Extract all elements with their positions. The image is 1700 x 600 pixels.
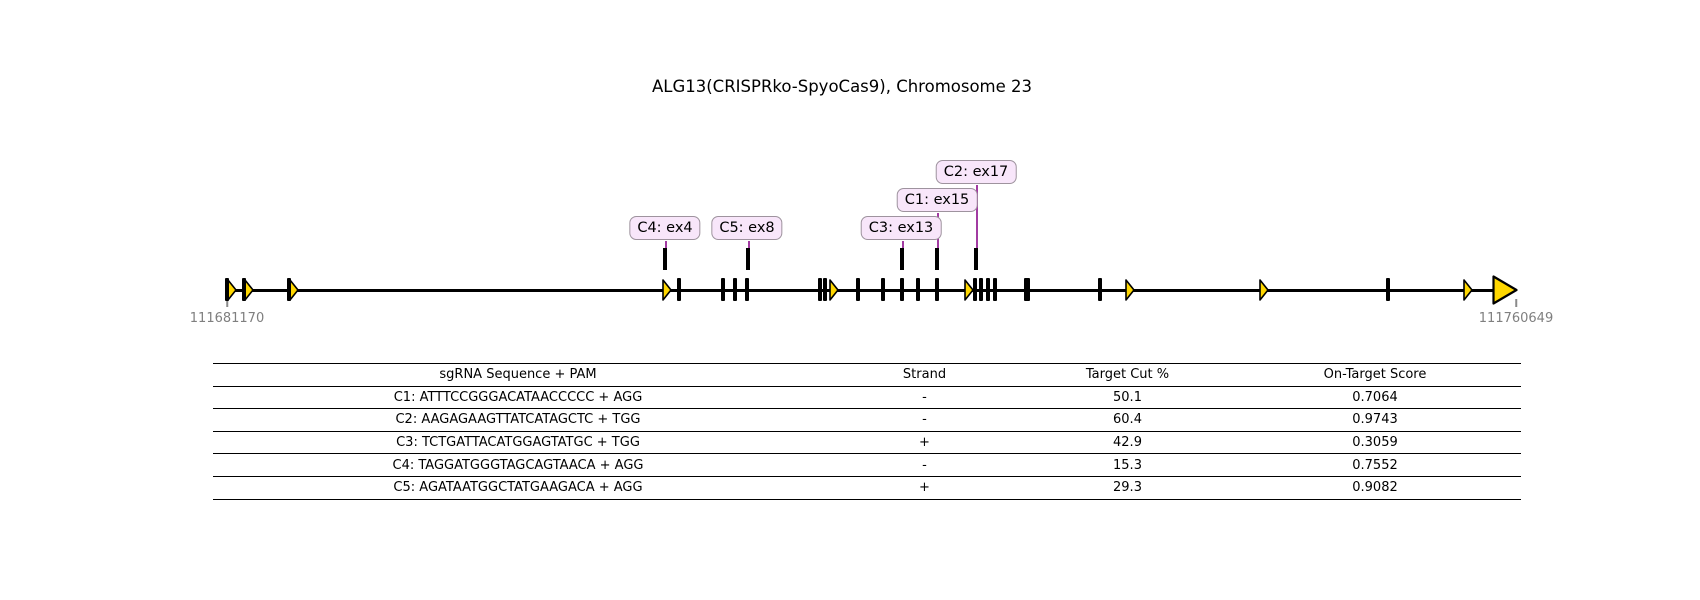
cell-target-cut: 50.1 [1026,385,1229,410]
cell-strand: - [823,408,1026,432]
start-axis-tick [226,299,228,307]
cut-site-tick-c1 [935,248,939,270]
cell-strand: - [823,453,1026,477]
exon-mark [823,278,827,301]
coord-start-label: 111681170 [189,311,265,326]
exon-mark [973,278,977,301]
table-row: C5: AGATAATGGCTATGAAGACA + AGG +29.3 0.908… [213,475,1521,500]
exon-mark [979,278,983,301]
cell-on-target-score: 0.9743 [1229,408,1521,432]
cell-sgrna-sequence: C5: AGATAATGGCTATGAAGACA + AGG [213,475,823,500]
sgrna-table-body: C1: ATTTCCGGGACATAACCCCC + AGG -50.1 0.706… [213,385,1521,500]
direction-arrow-icon [1124,279,1135,301]
exon-mark [1386,278,1390,301]
cell-strand: + [823,475,1026,500]
leader-line-c5 [748,241,750,248]
direction-arrow-icon [963,279,974,301]
leader-line-c3 [902,241,904,248]
guide-label-c5: C5: ex8 [711,216,783,240]
table-header-row: sgRNA Sequence + PAM Strand Target Cut %… [213,363,1521,387]
exon-mark [993,278,997,301]
cell-on-target-score: 0.9082 [1229,475,1521,500]
cell-on-target-score: 0.3059 [1229,430,1521,455]
sgrna-table: sgRNA Sequence + PAM Strand Target Cut %… [213,363,1521,500]
exon-mark [1098,278,1102,301]
exon-mark [733,278,737,301]
coord-end-label: 111760649 [1478,311,1554,326]
exon-mark [986,278,990,301]
cell-sgrna-sequence: C2: AAGAGAAGTTATCATAGCTC + TGG [213,408,823,432]
cell-target-cut: 60.4 [1026,408,1229,432]
exon-mark [242,278,246,301]
header-on-target-score: On-Target Score [1229,363,1521,387]
exon-mark [935,278,939,301]
exon-mark [856,278,860,301]
leader-line-c4 [665,241,667,248]
transcript-end-arrow-icon [1492,275,1518,305]
table-row: C4: TAGGATGGGTAGCAGTAACA + AGG -15.3 0.755… [213,453,1521,477]
exon-mark [225,278,229,301]
cut-site-tick-c2 [974,248,978,270]
leader-line-c2 [976,185,978,248]
cell-sgrna-sequence: C1: ATTTCCGGGACATAACCCCC + AGG [213,385,823,410]
exon-mark [881,278,885,301]
guide-label-c4: C4: ex4 [629,216,701,240]
exon-mark [1023,278,1031,301]
cut-site-tick-c4 [663,248,667,270]
direction-arrow-icon [1462,279,1473,301]
cell-target-cut: 29.3 [1026,475,1229,500]
exon-mark [287,278,291,301]
exon-mark [745,278,749,301]
table-row: C3: TCTGATTACATGGAGTATGC + TGG +42.9 0.305… [213,430,1521,455]
exon-mark [916,278,920,301]
cell-on-target-score: 0.7552 [1229,453,1521,477]
direction-arrow-icon [828,279,839,301]
guide-label-c3: C3: ex13 [860,216,942,240]
figure-title: ALG13(CRISPRko-SpyoCas9), Chromosome 23 [651,77,1033,96]
cut-site-tick-c3 [900,248,904,270]
cut-site-tick-c5 [746,248,750,270]
table-row: C1: ATTTCCGGGACATAACCCCC + AGG -50.1 0.706… [213,385,1521,410]
cell-target-cut: 15.3 [1026,453,1229,477]
exon-mark [818,278,822,301]
table-row: C2: AAGAGAAGTTATCATAGCTC + TGG -60.4 0.974… [213,408,1521,432]
exon-mark [721,278,725,301]
header-strand: Strand [823,363,1026,387]
exon-mark [900,278,904,301]
guide-label-c2: C2: ex17 [935,160,1017,184]
gene-line [227,288,1505,292]
cell-on-target-score: 0.7064 [1229,385,1521,410]
header-sgrna-sequence: sgRNA Sequence + PAM [213,363,823,387]
cell-sgrna-sequence: C4: TAGGATGGGTAGCAGTAACA + AGG [213,453,823,477]
cell-strand: + [823,430,1026,455]
exon-mark [677,278,681,301]
cell-strand: - [823,385,1026,410]
cell-sgrna-sequence: C3: TCTGATTACATGGAGTATGC + TGG [213,430,823,455]
header-target-cut: Target Cut % [1026,363,1229,387]
cell-target-cut: 42.9 [1026,430,1229,455]
direction-arrow-icon [1258,279,1269,301]
guide-label-c1: C1: ex15 [896,188,978,212]
end-axis-tick [1515,299,1517,307]
direction-arrow-icon [661,279,672,301]
